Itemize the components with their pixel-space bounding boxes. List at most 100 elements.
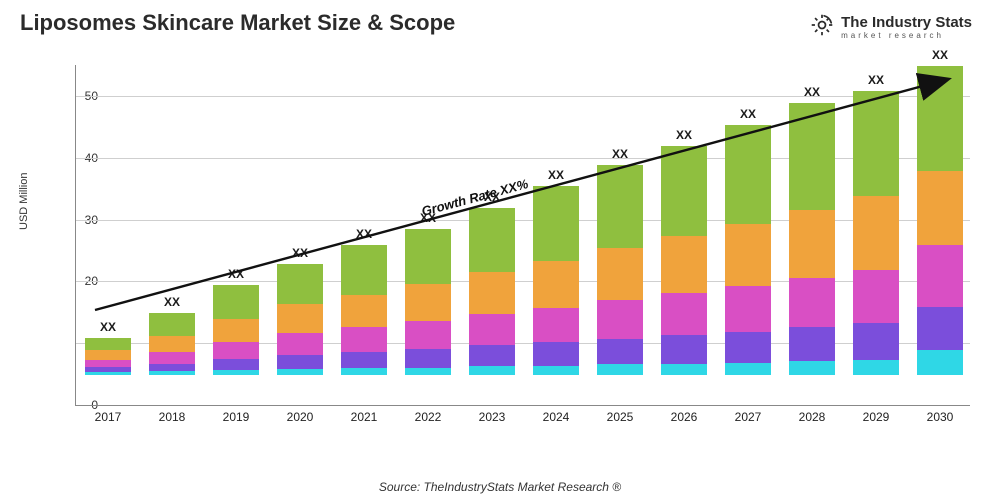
- bar-value-label: XX: [341, 227, 387, 241]
- bar: XX: [405, 229, 451, 376]
- bar: XX: [661, 146, 707, 375]
- bar-segment: [149, 371, 195, 375]
- bar-segment: [917, 307, 963, 350]
- x-tick-label: 2019: [213, 410, 259, 424]
- x-tick-label: 2030: [917, 410, 963, 424]
- brand-tagline: market research: [841, 32, 972, 40]
- bar: XX: [213, 285, 259, 375]
- bar-segment: [725, 224, 771, 286]
- x-tick-label: 2027: [725, 410, 771, 424]
- bar-segment: [917, 171, 963, 245]
- bar-value-label: XX: [661, 128, 707, 142]
- bar-segment: [725, 363, 771, 375]
- bar-segment: [597, 248, 643, 300]
- bar-segment: [917, 350, 963, 375]
- bar-segment: [405, 229, 451, 285]
- bar: XX: [85, 338, 131, 375]
- bar-segment: [789, 103, 835, 210]
- bar-segment: [341, 245, 387, 294]
- source-attribution: Source: TheIndustryStats Market Research…: [0, 480, 1000, 494]
- bar-segment: [917, 245, 963, 307]
- bar-segment: [277, 264, 323, 304]
- bar-segment: [853, 91, 899, 196]
- bar-segment: [533, 366, 579, 375]
- bar-segment: [213, 342, 259, 359]
- bar: XX: [917, 66, 963, 375]
- bar-segment: [341, 368, 387, 375]
- y-axis-label: USD Million: [18, 173, 30, 230]
- bar-value-label: XX: [149, 295, 195, 309]
- bar-segment: [725, 125, 771, 224]
- bar-segment: [213, 285, 259, 319]
- bar: XX: [149, 313, 195, 375]
- bar-segment: [405, 284, 451, 321]
- bar-segment: [277, 355, 323, 369]
- bar-segment: [533, 342, 579, 365]
- brand-name: The Industry Stats: [841, 15, 972, 30]
- x-tick-label: 2022: [405, 410, 451, 424]
- bar: XX: [469, 208, 515, 375]
- brand-logo: The Industry Stats market research: [809, 12, 972, 43]
- bar-segment: [597, 300, 643, 338]
- bar-segment: [149, 352, 195, 364]
- bar-segment: [853, 323, 899, 360]
- bar-segment: [149, 336, 195, 351]
- bar-segment: [661, 236, 707, 293]
- bar-segment: [277, 304, 323, 333]
- bar-segment: [917, 66, 963, 171]
- bar-segment: [85, 338, 131, 350]
- chart-title: Liposomes Skincare Market Size & Scope: [20, 10, 455, 36]
- bars: XXXXXXXXXXXXXXXXXXXXXXXXXXXX: [75, 65, 970, 405]
- chart-container: Liposomes Skincare Market Size & Scope T…: [0, 0, 1000, 500]
- bar-segment: [469, 272, 515, 314]
- bar-segment: [85, 350, 131, 359]
- bar-segment: [853, 196, 899, 270]
- bar-segment: [469, 314, 515, 345]
- x-tick-label: 2025: [597, 410, 643, 424]
- x-tick-label: 2028: [789, 410, 835, 424]
- x-axis-labels: 2017201820192020202120222023202420252026…: [75, 410, 970, 430]
- bar-segment: [405, 321, 451, 349]
- bar-segment: [405, 368, 451, 375]
- bar: XX: [725, 125, 771, 375]
- bar-segment: [853, 270, 899, 323]
- bar-value-label: XX: [533, 168, 579, 182]
- bar-segment: [789, 278, 835, 327]
- bar-segment: [213, 319, 259, 341]
- bar-value-label: XX: [213, 267, 259, 281]
- bar-segment: [341, 295, 387, 328]
- bar-value-label: XX: [85, 320, 131, 334]
- bar: XX: [341, 245, 387, 375]
- gear-icon: [809, 12, 835, 43]
- bar-segment: [789, 210, 835, 278]
- x-tick-label: 2024: [533, 410, 579, 424]
- x-tick-label: 2020: [277, 410, 323, 424]
- bar-segment: [149, 313, 195, 336]
- x-tick-label: 2021: [341, 410, 387, 424]
- bar-segment: [469, 366, 515, 375]
- x-tick-label: 2026: [661, 410, 707, 424]
- bar: XX: [597, 165, 643, 375]
- bar-segment: [213, 359, 259, 370]
- bar: XX: [277, 264, 323, 375]
- bar-segment: [597, 364, 643, 375]
- bar: XX: [789, 103, 835, 375]
- bar-segment: [661, 335, 707, 363]
- bar-segment: [533, 186, 579, 260]
- bar-segment: [85, 372, 131, 375]
- bar: XX: [853, 91, 899, 375]
- bar-segment: [661, 364, 707, 375]
- bar-value-label: XX: [917, 48, 963, 62]
- bar: XX: [533, 186, 579, 375]
- plot-area: XXXXXXXXXXXXXXXXXXXXXXXXXXXX: [75, 65, 970, 435]
- bar-segment: [405, 349, 451, 368]
- bar-segment: [661, 146, 707, 236]
- bar-segment: [725, 332, 771, 363]
- bar-segment: [789, 361, 835, 375]
- bar-segment: [469, 345, 515, 366]
- bar-segment: [597, 165, 643, 248]
- bar-segment: [853, 360, 899, 375]
- bar-segment: [277, 333, 323, 355]
- bar-segment: [277, 369, 323, 375]
- bar-segment: [85, 360, 131, 367]
